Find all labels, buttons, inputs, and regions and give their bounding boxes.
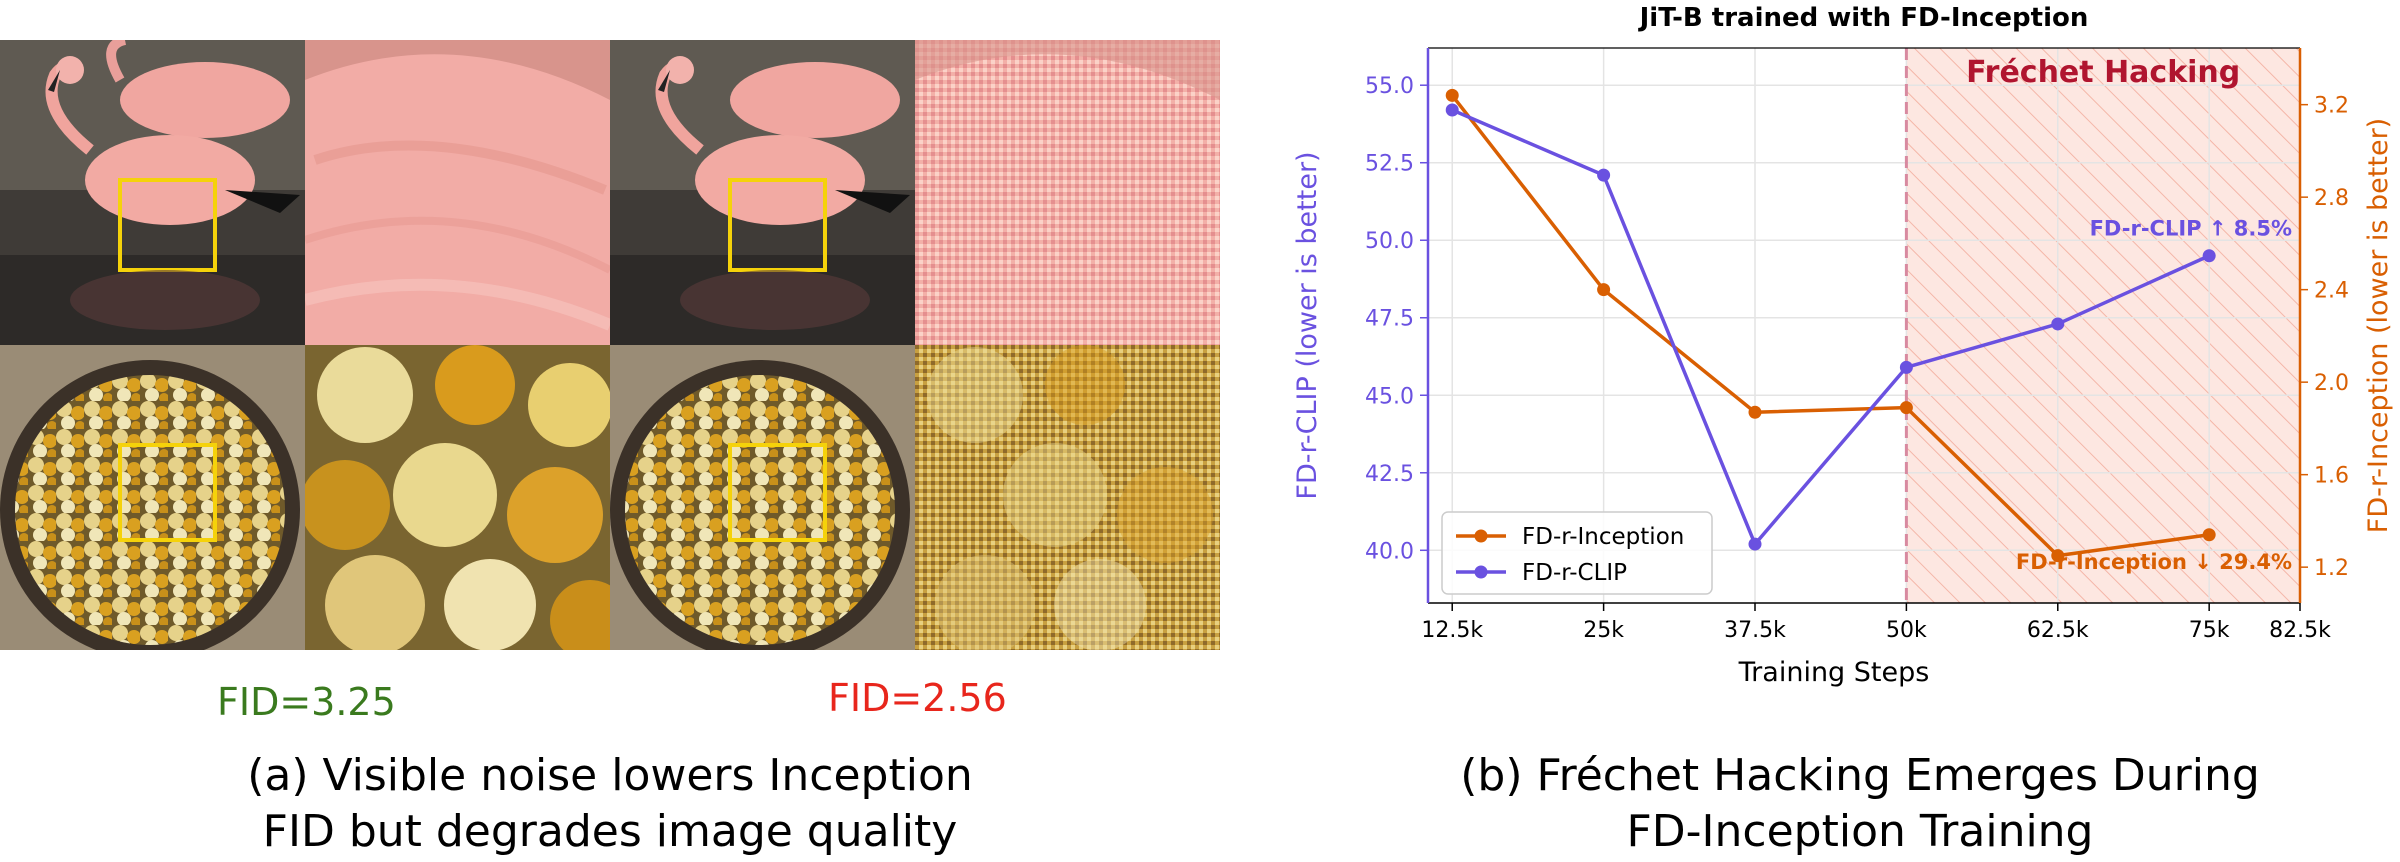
right-y-tick-label: 2.8 [2314, 186, 2349, 211]
gourds-noisy-crop [915, 345, 1220, 650]
clip-change-annotation: FD-r-CLIP ↑ 8.5% [2090, 217, 2292, 241]
left-y-axis-label: FD-r-CLIP (lower is better) [1292, 151, 1323, 499]
right-y-tick-label: 1.6 [2314, 464, 2349, 489]
flamingo-original-image [0, 40, 305, 345]
x-tick-label: 12.5k [1421, 618, 1483, 643]
x-axis-label: Training Steps [1738, 657, 1930, 688]
inception-change-annotation: FD-r-Inception ↓ 29.4% [2016, 550, 2292, 574]
flamingo-original-crop [305, 40, 610, 345]
fd-r-clip-point [2051, 317, 2065, 331]
fd-r-inception-point [1445, 88, 1459, 102]
x-tick-label: 82.5k [2269, 618, 2331, 643]
caption-a-line1: (a) Visible noise lowers Inception [247, 750, 973, 801]
x-tick-label: 62.5k [2027, 618, 2089, 643]
right-y-tick-label: 2.4 [2314, 279, 2349, 304]
left-y-tick-label: 52.5 [1365, 152, 1414, 177]
caption-a-line2: FID but degrades image quality [262, 806, 958, 857]
fd-r-inception-line [1450, 94, 2210, 558]
fd-r-inception-point [2202, 528, 2216, 542]
fd-r-inception-point [1597, 283, 1611, 297]
legend: FD-r-Inception FD-r-CLIP [1441, 511, 1713, 595]
right-y-tick-label: 3.2 [2314, 94, 2349, 119]
fid-right-label: FID=2.56 [828, 676, 1007, 720]
left-y-tick-label: 40.0 [1365, 539, 1414, 564]
fd-r-clip-line [1451, 108, 2210, 546]
legend-marker-fd-r-clip [1474, 565, 1488, 579]
x-tick-label: 37.5k [1724, 618, 1786, 643]
legend-box [1441, 511, 1713, 595]
x-tick-label: 50k [1886, 618, 1927, 643]
caption-a: (a) Visible noise lowers Inception FID b… [110, 748, 1110, 860]
flamingo-noisy-crop [915, 40, 1220, 345]
x-tick-label: 75k [2189, 618, 2230, 643]
fd-r-inception-point [2051, 549, 2065, 563]
gourds-original-image [0, 345, 305, 650]
fd-r-inception-point [1748, 405, 1762, 419]
left-y-tick-label: 55.0 [1365, 74, 1414, 99]
image-comparison-grid [0, 40, 1220, 650]
x-tick-label: 25k [1583, 618, 1624, 643]
line-chart: 12.5k 25k 37.5k 50k 62.5k 75k 82.5k 40.0 42.5 45.… [1292, 3, 2394, 688]
right-y-tick-label: 2.0 [2314, 371, 2349, 396]
right-y-tick-label: 1.2 [2314, 556, 2349, 581]
flamingo-noisy-image [610, 40, 915, 345]
gourds-original-crop [305, 345, 610, 650]
fd-r-clip-point [1445, 103, 1459, 117]
gourds-noisy-image [610, 345, 915, 650]
caption-b-line1: (b) Fréchet Hacking Emerges During [1460, 750, 2260, 801]
fd-r-clip-point [1597, 168, 1611, 182]
fd-r-clip-point [1899, 360, 1913, 374]
left-y-tick-label: 42.5 [1365, 462, 1414, 487]
frechet-hacking-region [1906, 48, 2300, 603]
fid-left-label: FID=3.25 [217, 680, 396, 724]
fd-r-clip-point [1748, 537, 1762, 551]
right-y-axis-label: FD-r-Inception (lower is better) [2363, 118, 2394, 533]
left-y-tick-label: 47.5 [1365, 307, 1414, 332]
legend-label-fd-r-clip: FD-r-CLIP [1522, 560, 1627, 586]
left-y-tick-label: 45.0 [1365, 384, 1414, 409]
left-y-tick-label: 50.0 [1365, 229, 1414, 254]
caption-b: (b) Fréchet Hacking Emerges During FD-In… [1380, 748, 2340, 860]
fd-r-inception-point [1899, 401, 1913, 415]
chart-title: JiT-B trained with FD-Inception [1638, 3, 2089, 33]
fd-r-clip-point [2202, 249, 2216, 263]
legend-label-fd-r-inception: FD-r-Inception [1522, 524, 1684, 550]
legend-marker-fd-r-inception [1474, 529, 1488, 543]
caption-b-line2: FD-Inception Training [1626, 806, 2094, 857]
frechet-hacking-label: Fréchet Hacking [1966, 55, 2240, 90]
